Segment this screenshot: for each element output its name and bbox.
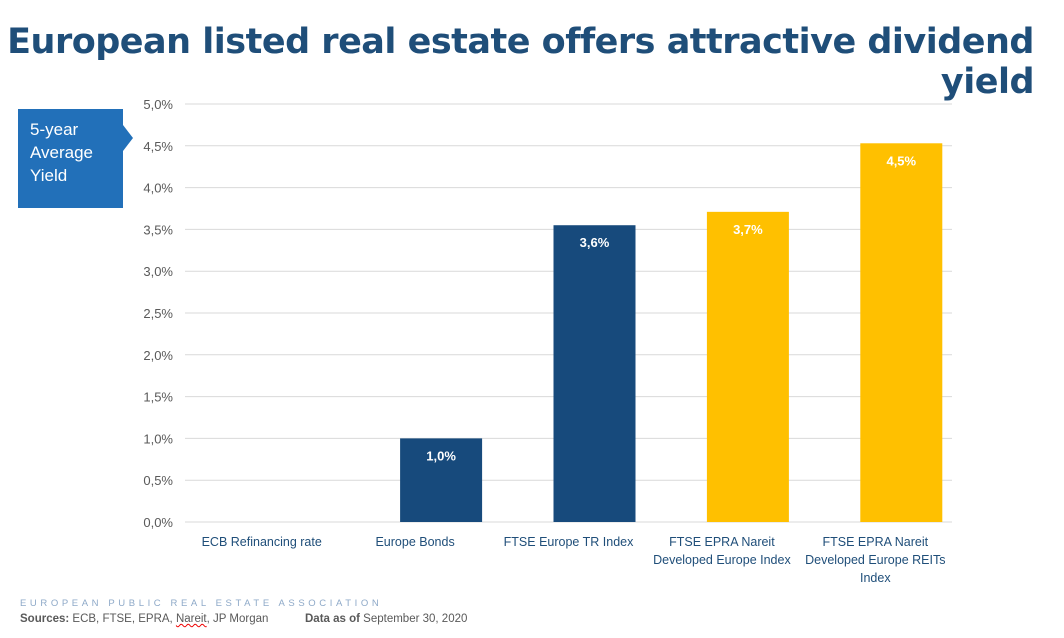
callout-text: 5-year Average Yield bbox=[30, 118, 120, 187]
x-category-label: Europe Bonds bbox=[375, 535, 454, 549]
sources-text-end: , JP Morgan bbox=[206, 613, 269, 625]
x-category-label: FTSE Europe TR Index bbox=[504, 535, 634, 549]
y-tick-label: 3,0% bbox=[143, 264, 173, 279]
callout-line: 5-year bbox=[30, 120, 79, 139]
callout-box bbox=[18, 109, 123, 208]
bar bbox=[706, 211, 789, 522]
y-tick-label: 4,0% bbox=[143, 181, 173, 196]
y-tick-label: 1,5% bbox=[143, 390, 173, 405]
y-tick-label: 4,5% bbox=[143, 139, 173, 154]
data-as-of: Data as of September 30, 2020 bbox=[305, 613, 467, 625]
y-tick-label: 0,5% bbox=[143, 473, 173, 488]
x-category-label: ECB Refinancing rate bbox=[202, 535, 322, 549]
y-tick-label: 0,0% bbox=[143, 515, 173, 530]
sources-text: ECB, FTSE, EPRA, bbox=[69, 613, 176, 625]
y-tick-label: 5,0% bbox=[143, 97, 173, 112]
sources-note: Sources: ECB, FTSE, EPRA, Nareit, JP Mor… bbox=[20, 613, 268, 625]
organization-name: EUROPEAN PUBLIC REAL ESTATE ASSOCIATION bbox=[20, 598, 383, 609]
x-category-label: Index bbox=[860, 571, 891, 585]
y-tick-label: 2,5% bbox=[143, 306, 173, 321]
x-category-label: FTSE EPRA Nareit bbox=[823, 535, 929, 549]
chart-title: European listed real estate offers attra… bbox=[7, 22, 1034, 102]
y-tick-label: 1,0% bbox=[143, 431, 173, 446]
callout-arrow bbox=[123, 125, 133, 151]
bar bbox=[553, 225, 636, 522]
data-label: 1,0% bbox=[426, 448, 456, 463]
data-label: 4,5% bbox=[886, 153, 916, 168]
sources-nareit: Nareit bbox=[175, 613, 207, 625]
data-label: 3,7% bbox=[733, 222, 763, 237]
y-tick-label: 3,5% bbox=[143, 222, 173, 237]
sources-label: Sources: bbox=[20, 613, 70, 625]
bar bbox=[860, 143, 943, 523]
callout-line: Average bbox=[30, 143, 94, 162]
bar bbox=[400, 438, 483, 522]
asof-label: Data as of bbox=[305, 613, 360, 625]
data-label: 3,6% bbox=[580, 235, 610, 250]
y-tick-label: 2,0% bbox=[143, 348, 173, 363]
bar-chart: 0,0% 0,5% 1,0% 1,5% 2,0% 2,5% 3,0% 3,5% 4,0% 4,5%… bbox=[143, 97, 952, 585]
x-category-label: FTSE EPRA Nareit bbox=[669, 535, 775, 549]
x-category-label: Developed Europe Index bbox=[653, 553, 791, 567]
x-category-label: Developed Europe REITs bbox=[805, 553, 945, 567]
callout-line: Yield bbox=[30, 166, 68, 185]
asof-value: September 30, 2020 bbox=[359, 613, 468, 625]
